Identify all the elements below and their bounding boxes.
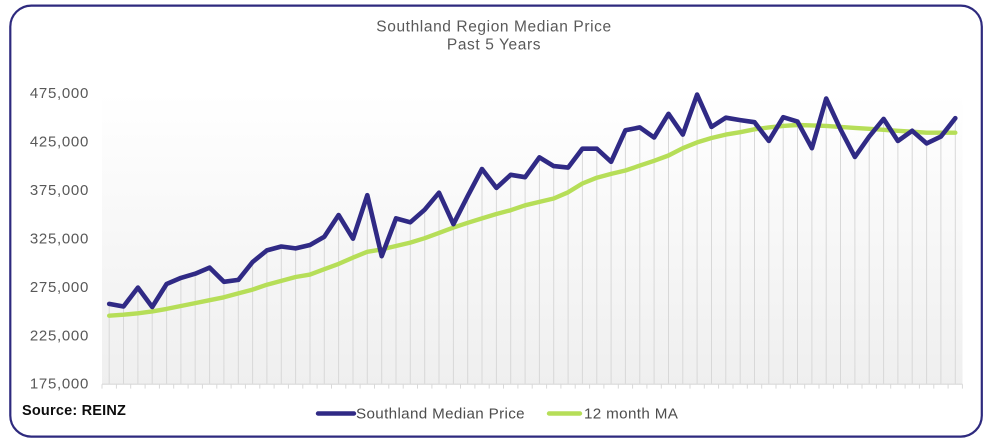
svg-text:275,000: 275,000 <box>30 279 89 296</box>
svg-text:Southland Median Price: Southland Median Price <box>356 406 525 423</box>
svg-text:425,000: 425,000 <box>30 134 89 151</box>
svg-text:Source: REINZ: Source: REINZ <box>22 403 126 419</box>
svg-text:225,000: 225,000 <box>30 327 89 344</box>
svg-text:325,000: 325,000 <box>30 230 89 247</box>
svg-text:Southland Region Median Price: Southland Region Median Price <box>376 19 611 36</box>
svg-text:12 month MA: 12 month MA <box>584 406 679 423</box>
svg-text:475,000: 475,000 <box>30 85 89 102</box>
svg-text:175,000: 175,000 <box>30 376 89 393</box>
svg-text:Past 5 Years: Past 5 Years <box>447 37 541 54</box>
svg-text:375,000: 375,000 <box>30 182 89 199</box>
